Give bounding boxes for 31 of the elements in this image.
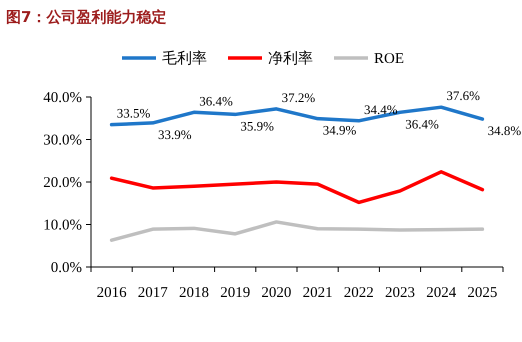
x-tick-label: 2025 — [467, 285, 498, 301]
line-series — [110, 220, 484, 242]
x-tick-label: 2022 — [344, 285, 374, 301]
x-tick-label: 2020 — [261, 285, 292, 301]
data-label: 33.5% — [116, 106, 151, 121]
x-tick-label: 2018 — [179, 285, 209, 301]
x-tick-label: 2024 — [426, 285, 457, 301]
chart-title: 图7：公司盈利能力稳定 — [6, 8, 166, 26]
data-label: 37.6% — [446, 88, 480, 104]
y-tick-label: 30.0% — [43, 132, 82, 148]
data-label: 34.8% — [488, 123, 522, 138]
line-series — [110, 170, 484, 204]
x-tick-label: 2021 — [302, 285, 333, 301]
data-label: 35.9% — [240, 118, 274, 134]
data-label: 34.4% — [364, 102, 398, 117]
legend-label: 毛利率 — [162, 50, 207, 67]
legend-label: 净利率 — [268, 50, 313, 67]
x-tick-label: 2023 — [385, 285, 415, 301]
y-tick-label: 20.0% — [43, 175, 82, 191]
y-tick-label: 40.0% — [43, 90, 82, 106]
x-tick-label: 2016 — [96, 285, 128, 301]
data-label: 36.4% — [199, 93, 233, 108]
legend-label: ROE — [374, 51, 404, 67]
y-tick-label: 0.0% — [50, 260, 82, 276]
y-tick-label: 10.0% — [43, 218, 82, 234]
x-tick-label: 2019 — [220, 285, 250, 301]
data-label: 34.9% — [322, 122, 357, 138]
x-tick-label: 2017 — [138, 285, 168, 301]
data-label: 33.9% — [158, 126, 192, 142]
data-label: 37.2% — [282, 90, 316, 105]
data-label: 36.4% — [405, 116, 439, 132]
